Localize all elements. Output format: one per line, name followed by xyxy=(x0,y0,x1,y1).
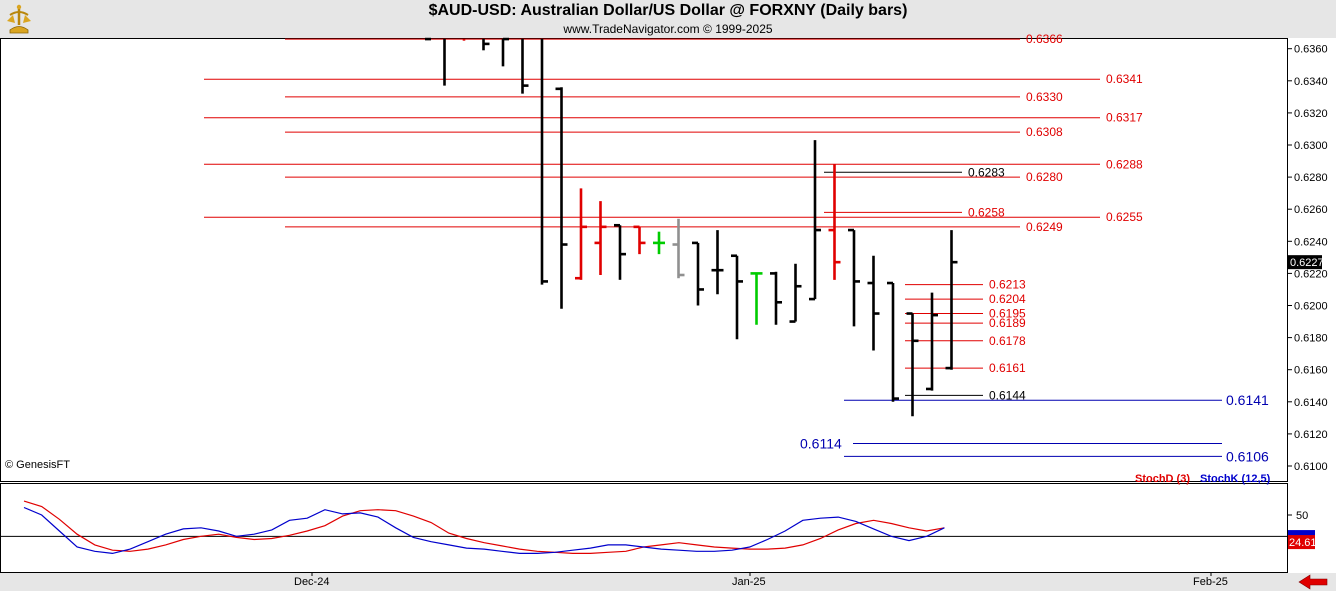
y-tick-label: 0.6140 xyxy=(1294,397,1328,409)
y-tick-label: 0.6240 xyxy=(1294,236,1328,248)
copyright-label: © GenesisFT xyxy=(5,459,70,471)
y-tick-label: 0.6260 xyxy=(1294,204,1328,216)
ohlc-bar xyxy=(501,37,509,67)
ohlc-bar xyxy=(555,87,568,309)
y-tick-label: 0.6220 xyxy=(1294,268,1328,280)
level-label: 0.6249 xyxy=(1026,220,1063,234)
ohlc-bar xyxy=(575,188,587,280)
indicator-panel-frame xyxy=(0,483,1288,573)
ohlc-bar xyxy=(770,271,782,325)
ohlc-bar xyxy=(750,272,763,325)
level-label: 0.6283 xyxy=(968,165,1005,179)
axis-background xyxy=(1288,38,1336,573)
ohlc-bar xyxy=(731,254,743,340)
y-tick-label: 0.6360 xyxy=(1294,44,1328,56)
stochd-value-box xyxy=(1288,535,1315,550)
x-tick-label: Dec-24 xyxy=(294,576,329,588)
ohlc-bar xyxy=(711,230,724,295)
stoch-last-value: 24.61 xyxy=(1289,537,1317,549)
ohlc-bar xyxy=(887,281,899,402)
stoch-line xyxy=(23,500,945,555)
ohlc-bar xyxy=(653,231,665,255)
legend-stochd: StochD (3) xyxy=(1135,473,1190,485)
level-label: 0.6255 xyxy=(1106,210,1143,224)
level-label: 0.6341 xyxy=(1106,72,1143,86)
y-tick-label: 0.6340 xyxy=(1294,76,1328,88)
ohlc-bar xyxy=(867,255,880,351)
level-label: 0.6308 xyxy=(1026,125,1063,139)
price-panel-frame xyxy=(0,38,1288,482)
projection-label: 0.6141 xyxy=(1226,392,1269,408)
ohlc-bar xyxy=(692,241,704,306)
level-label: 0.6258 xyxy=(968,205,1005,219)
level-label: 0.6161 xyxy=(989,361,1026,375)
logo-icon xyxy=(4,3,34,35)
stoch-line xyxy=(23,506,945,555)
level-label: 0.6330 xyxy=(1026,90,1063,104)
chart-subtitle: www.TradeNavigator.com © 1999-2025 xyxy=(563,22,773,36)
indicator-tick-label: 50 xyxy=(1296,510,1308,522)
x-tick-label: Jan-25 xyxy=(732,576,766,588)
projection-label: 0.6106 xyxy=(1226,448,1269,464)
ohlc-bar xyxy=(633,225,646,255)
chart-header: $AUD-USD: Australian Dollar/US Dollar @ … xyxy=(0,0,1336,38)
ohlc-bar xyxy=(789,263,802,323)
level-label: 0.6204 xyxy=(989,292,1026,306)
level-label: 0.6144 xyxy=(989,388,1026,402)
last-price-label: 0.6227 xyxy=(1290,257,1324,269)
ohlc-bar xyxy=(672,218,685,279)
level-label: 0.6317 xyxy=(1106,111,1143,125)
legend-stochk: StochK (12,5) xyxy=(1200,473,1271,485)
ohlc-bar xyxy=(594,201,607,276)
y-tick-label: 0.6180 xyxy=(1294,333,1328,345)
y-tick-label: 0.6160 xyxy=(1294,365,1328,377)
projection-label: 0.6114 xyxy=(800,436,842,452)
last-price-box xyxy=(1288,255,1322,270)
stochk-marker xyxy=(1288,530,1315,537)
level-label: 0.6288 xyxy=(1106,157,1143,171)
ohlc-bar xyxy=(614,223,626,280)
y-tick-label: 0.6300 xyxy=(1294,140,1328,152)
ohlc-bar xyxy=(848,228,860,327)
y-tick-label: 0.6280 xyxy=(1294,172,1328,184)
ohlc-bar xyxy=(828,164,841,280)
ohlc-bar xyxy=(945,230,958,370)
level-label: 0.6189 xyxy=(989,316,1026,330)
level-label: 0.6366 xyxy=(1026,32,1063,46)
level-label: 0.6213 xyxy=(989,278,1026,292)
level-label: 0.6178 xyxy=(989,334,1026,348)
chart-title: $AUD-USD: Australian Dollar/US Dollar @ … xyxy=(428,2,908,19)
ohlc-bar xyxy=(906,312,919,417)
level-label: 0.6195 xyxy=(989,307,1026,321)
y-tick-label: 0.6120 xyxy=(1294,429,1328,441)
y-tick-label: 0.6320 xyxy=(1294,108,1328,120)
ohlc-bar xyxy=(521,39,529,94)
level-label: 0.6280 xyxy=(1026,170,1063,184)
x-tick-label: Feb-25 xyxy=(1193,576,1228,588)
ohlc-bar xyxy=(926,292,938,391)
x-axis-background xyxy=(0,573,1336,591)
scroll-left-arrow-icon xyxy=(1298,574,1328,590)
y-tick-label: 0.6200 xyxy=(1294,301,1328,313)
ohlc-bar xyxy=(809,140,821,301)
ohlc-bar xyxy=(482,39,490,51)
ohlc-bar xyxy=(540,39,548,285)
y-tick-label: 0.6100 xyxy=(1294,461,1328,473)
